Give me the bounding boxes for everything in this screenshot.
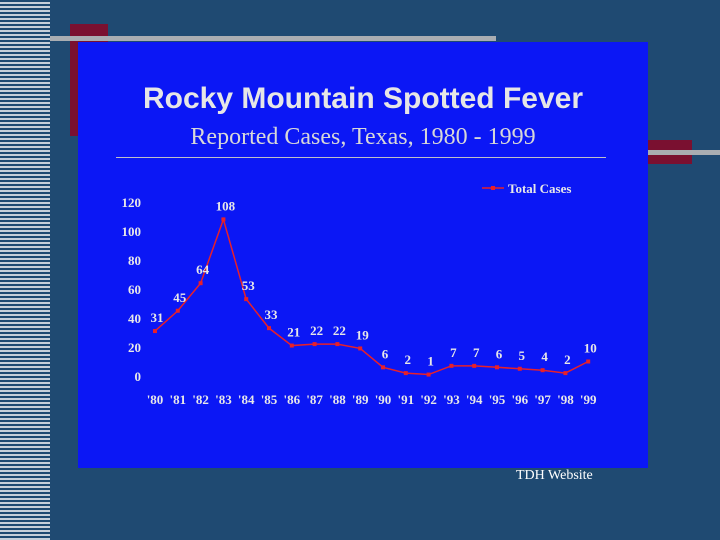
x-tick-label: '94 bbox=[466, 392, 483, 407]
y-tick-label: 0 bbox=[135, 369, 142, 384]
data-label: 31 bbox=[151, 310, 164, 325]
y-tick-label: 120 bbox=[122, 195, 142, 210]
x-tick-label: '98 bbox=[557, 392, 574, 407]
slide-subtitle: Reported Cases, Texas, 1980 - 1999 bbox=[190, 124, 536, 150]
x-tick-label: '95 bbox=[489, 392, 506, 407]
chart-legend: Total Cases bbox=[482, 181, 571, 196]
data-point bbox=[221, 217, 226, 222]
y-tick-label: 80 bbox=[128, 253, 141, 268]
series-line bbox=[154, 216, 589, 376]
y-tick-label: 60 bbox=[128, 282, 141, 297]
data-label: 6 bbox=[496, 346, 503, 361]
data-point bbox=[289, 343, 294, 348]
data-point bbox=[153, 329, 157, 334]
slide-title: Rocky Mountain Spotted Fever bbox=[142, 82, 584, 115]
y-axis-labels: 0 20 40 60 80 100 120 bbox=[122, 195, 142, 384]
x-tick-label: '82 bbox=[192, 392, 209, 407]
x-tick-label: '97 bbox=[534, 392, 551, 407]
data-label: 33 bbox=[265, 307, 279, 322]
data-label: 45 bbox=[173, 290, 187, 305]
data-point bbox=[358, 346, 363, 351]
data-label: 21 bbox=[287, 325, 300, 340]
x-tick-label: '83 bbox=[215, 392, 232, 407]
legend-marker bbox=[491, 186, 495, 190]
x-tick-label: '87 bbox=[306, 392, 323, 407]
data-point bbox=[244, 297, 249, 302]
data-label: 10 bbox=[584, 341, 597, 356]
source-caption: TDH Website bbox=[516, 468, 593, 483]
data-point bbox=[381, 365, 385, 370]
x-tick-label: '96 bbox=[511, 392, 528, 407]
y-tick-label: 40 bbox=[128, 311, 141, 326]
data-label: 108 bbox=[216, 198, 236, 213]
data-label: 64 bbox=[196, 262, 210, 277]
x-tick-label: '99 bbox=[580, 392, 597, 407]
x-tick-label: '93 bbox=[443, 392, 460, 407]
data-point bbox=[175, 308, 180, 313]
data-label: 19 bbox=[356, 327, 370, 342]
data-point bbox=[335, 342, 340, 347]
x-tick-label: '92 bbox=[420, 392, 437, 407]
decorative-gray-bar-right bbox=[590, 150, 720, 155]
data-label: 7 bbox=[450, 345, 457, 360]
data-point bbox=[563, 371, 568, 376]
data-label: 6 bbox=[382, 346, 389, 361]
data-point bbox=[517, 366, 522, 371]
data-point bbox=[426, 372, 431, 377]
x-tick-label: '90 bbox=[375, 392, 392, 407]
x-tick-label: '85 bbox=[261, 392, 278, 407]
x-tick-label: '88 bbox=[329, 392, 346, 407]
x-axis-labels: '80 '81 '82 '83 '84 '85 '86 '87 '88 '89 '90 '91 '92 '… bbox=[147, 392, 597, 407]
data-point bbox=[540, 368, 545, 373]
data-label: 2 bbox=[564, 352, 571, 367]
data-label: 2 bbox=[405, 352, 412, 367]
data-point bbox=[267, 326, 271, 331]
data-label: 5 bbox=[519, 348, 526, 363]
data-label: 7 bbox=[473, 345, 480, 360]
x-tick-label: '91 bbox=[397, 392, 414, 407]
data-point bbox=[472, 363, 477, 368]
x-tick-label: '86 bbox=[283, 392, 300, 407]
legend-label: Total Cases bbox=[508, 181, 571, 196]
striped-sidebar bbox=[0, 0, 50, 540]
data-point bbox=[403, 371, 408, 376]
y-tick-label: 20 bbox=[128, 340, 141, 355]
data-point bbox=[198, 281, 203, 286]
x-tick-label: '80 bbox=[147, 392, 164, 407]
decorative-gray-bar-top bbox=[50, 36, 496, 41]
y-tick-label: 100 bbox=[122, 224, 142, 239]
slide-panel: Rocky Mountain Spotted Fever Reported Ca… bbox=[78, 42, 648, 468]
x-tick-label: '89 bbox=[352, 392, 369, 407]
data-point bbox=[449, 363, 454, 368]
data-label: 22 bbox=[333, 323, 346, 338]
data-label: 22 bbox=[310, 323, 323, 338]
data-point bbox=[312, 342, 317, 347]
data-label: 1 bbox=[427, 354, 434, 369]
line-chart: 0 20 40 60 80 100 120 '80 '81 '82 '83 '84 '85 '86 '87… bbox=[122, 181, 597, 407]
data-label: 4 bbox=[541, 349, 548, 364]
data-label: 53 bbox=[242, 278, 256, 293]
data-point bbox=[495, 365, 499, 370]
data-point bbox=[586, 359, 591, 364]
sidebar-gap bbox=[50, 0, 56, 540]
x-tick-label: '81 bbox=[169, 392, 186, 407]
title-divider bbox=[116, 157, 606, 158]
x-tick-label: '84 bbox=[238, 392, 255, 407]
series-layer bbox=[153, 216, 591, 377]
